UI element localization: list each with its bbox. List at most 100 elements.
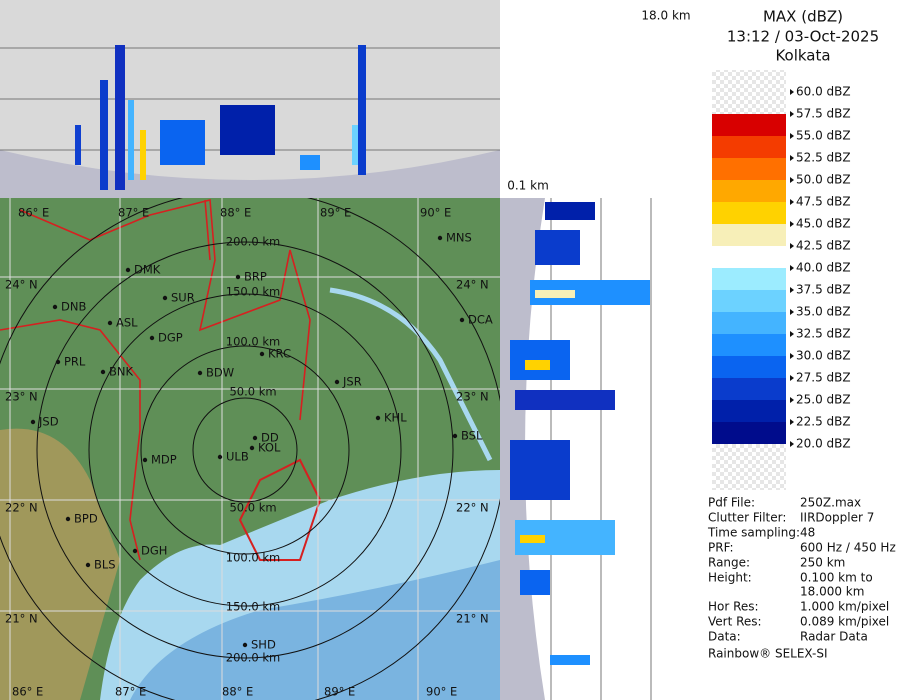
info-value: 250Z.max	[800, 496, 861, 510]
scale-label: 35.0 dBZ	[796, 305, 851, 319]
city-dot	[259, 351, 265, 357]
range-label: 50.0 km	[229, 501, 276, 515]
scale-label: 50.0 dBZ	[796, 173, 851, 187]
scale-label: 40.0 dBZ	[796, 261, 851, 275]
city-label: KRC	[268, 347, 291, 361]
info-value: 600 Hz / 450 Hz	[800, 541, 896, 555]
info-key: Time sampling:	[707, 526, 800, 540]
city-dot	[217, 454, 223, 460]
scale-band	[712, 356, 786, 378]
city-dot	[107, 320, 113, 326]
scale-band	[712, 158, 786, 180]
river	[329, 287, 493, 462]
info-value: 1.000 km/pixel	[800, 600, 889, 614]
location: Kolkata	[775, 47, 830, 65]
scale-band	[712, 400, 786, 422]
range-label: 100.0 km	[226, 551, 280, 565]
scale-underflow	[712, 444, 786, 490]
range-label: 50.0 km	[229, 385, 276, 399]
city-dot	[242, 642, 248, 648]
city-dot	[100, 369, 106, 375]
city-label: DMK	[134, 263, 161, 277]
title: MAX (dBZ)	[763, 8, 843, 26]
lon-label: 87° E	[115, 685, 146, 699]
scale-band	[712, 334, 786, 356]
city-label: SUR	[171, 291, 195, 305]
city-label: BLS	[94, 558, 116, 572]
scale-arrow	[790, 111, 794, 117]
city-dot	[142, 457, 148, 463]
right-echoes	[510, 202, 650, 665]
city-dot	[52, 304, 58, 310]
city-label: SHD	[251, 638, 276, 652]
city-label: MNS	[446, 231, 472, 245]
info-value: 48	[800, 526, 815, 540]
city-label: JSD	[38, 415, 59, 429]
scale-label: 42.5 dBZ	[796, 239, 851, 253]
city-dot	[132, 548, 138, 554]
city-label: DGP	[158, 331, 183, 345]
info-value: 250 km	[800, 556, 845, 570]
scale-label: 27.5 dBZ	[796, 371, 851, 385]
city-label: DCA	[468, 313, 493, 327]
scale-arrow	[790, 177, 794, 183]
scale-label: 52.5 dBZ	[796, 151, 851, 165]
lat-label: 21° N	[456, 612, 489, 626]
scale-band	[712, 312, 786, 334]
scale-arrow	[790, 419, 794, 425]
city-label: KHL	[384, 411, 407, 425]
lon-label: 89° E	[320, 206, 351, 220]
scale-label: 37.5 dBZ	[796, 283, 851, 297]
scale-label: 57.5 dBZ	[796, 107, 851, 121]
city-dot	[334, 379, 340, 385]
scale-label: 47.5 dBZ	[796, 195, 851, 209]
scale-arrow	[790, 375, 794, 381]
footer: Rainbow® SELEX-SI	[708, 647, 828, 661]
info-key: Hor Res:	[708, 600, 759, 614]
lat-label: 24° N	[5, 278, 38, 292]
scale-band	[712, 92, 786, 114]
range-label: 100.0 km	[226, 335, 280, 349]
info-value: Radar Data	[800, 630, 868, 644]
scale-label: 32.5 dBZ	[796, 327, 851, 341]
info-key: Vert Res:	[708, 615, 762, 629]
range-label: 150.0 km	[226, 600, 280, 614]
city-dot	[162, 295, 168, 301]
scale-label: 45.0 dBZ	[796, 217, 851, 231]
profile-bottom-label: 0.1 km	[507, 179, 549, 193]
scale-arrow	[790, 353, 794, 359]
scale-arrow	[790, 309, 794, 315]
city-dot	[125, 267, 131, 273]
city-dot	[55, 359, 61, 365]
scale-label: 55.0 dBZ	[796, 129, 851, 143]
lat-label: 22° N	[5, 501, 38, 515]
lon-label: 88° E	[220, 206, 251, 220]
scale-band	[712, 114, 786, 136]
lat-label: 22° N	[456, 501, 489, 515]
lon-label: 86° E	[18, 206, 49, 220]
lon-label: 90° E	[426, 685, 457, 699]
range-label: 200.0 km	[226, 235, 280, 249]
scale-label: 60.0 dBZ	[796, 85, 851, 99]
city-label: BPD	[74, 512, 98, 526]
range-label: 150.0 km	[226, 285, 280, 299]
scale-arrow	[790, 265, 794, 271]
lon-label: 86° E	[12, 685, 43, 699]
info-key: Clutter Filter:	[708, 511, 786, 525]
scale-arrow	[790, 221, 794, 227]
scale-band	[712, 422, 786, 444]
city-dot	[30, 419, 36, 425]
city-dot	[65, 516, 71, 522]
city-dot	[375, 415, 381, 421]
city-label: BSL	[461, 429, 483, 443]
delta-border	[238, 458, 322, 561]
scale-arrow	[790, 89, 794, 95]
highland	[0, 428, 120, 700]
scale-band	[712, 246, 786, 268]
lat-label: 24° N	[456, 278, 489, 292]
city-dot	[252, 435, 258, 441]
city-label: ASL	[116, 316, 138, 330]
timestamp: 13:12 / 03-Oct-2025	[727, 28, 879, 46]
